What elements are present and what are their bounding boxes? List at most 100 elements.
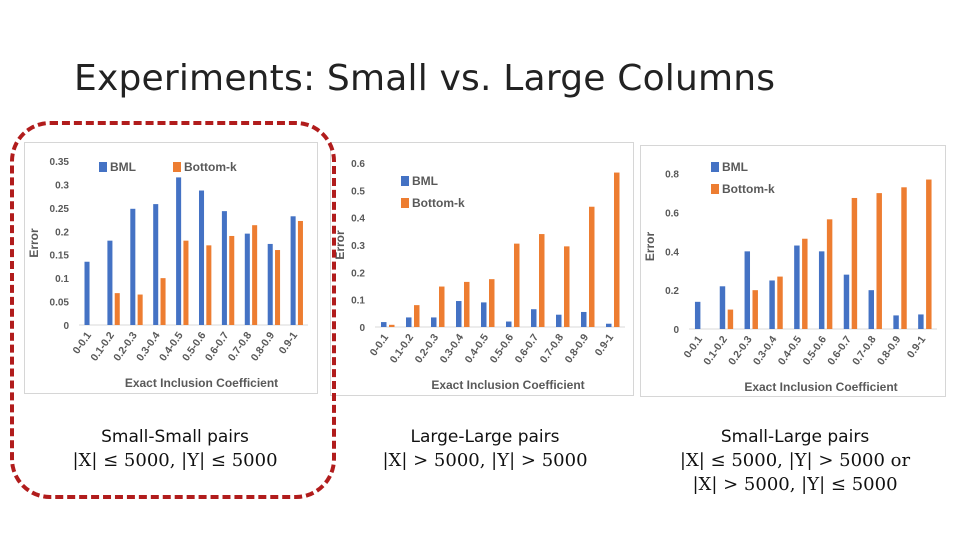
bar-bml-0.8-0.9: [893, 315, 899, 329]
bar-bml-0.3-0.4: [153, 204, 159, 325]
bar-bml-0.8-0.9: [267, 243, 273, 325]
y-tick-label: 0.35: [50, 157, 70, 168]
chart-panel-large-large: Error 0 0.1 0.2 0.3 0.4 0.5 0.6 0-0.1 0.1-0.2 0.2-…: [330, 142, 634, 396]
bar-bml-0.6-0.7: [843, 274, 850, 329]
bar-bml-0.2-0.3: [130, 208, 136, 325]
bar-bottomk-0.6-0.7: [229, 235, 235, 325]
bar-bottomk-0.9-1: [926, 179, 932, 329]
bar-bottomk-0.6-0.7: [851, 197, 858, 329]
bar-bottomk-0.5-0.6: [826, 219, 833, 329]
y-tick-label: 0.3: [55, 180, 69, 191]
y-tick-label: 0.2: [665, 286, 679, 297]
bar-bml-0.5-0.6: [198, 190, 205, 325]
legend-label: Bottom-k: [412, 196, 465, 210]
legend-swatch: [711, 162, 719, 172]
bar-bml-0.6-0.7: [531, 309, 537, 327]
x-tick-label: 0.8-0.9: [875, 334, 904, 368]
bar-bottomk-0.3-0.4: [464, 281, 470, 327]
bar-bml-0.1-0.2: [406, 317, 412, 327]
x-tick-label: 0.6-0.7: [825, 334, 854, 368]
y-axis-label: Error: [27, 228, 41, 258]
bar-bottomk-0.4-0.5: [489, 279, 495, 327]
legend-label: BML: [110, 160, 136, 174]
x-axis-label: Exact Inclusion Coefficient: [744, 380, 897, 394]
x-tick-label: 0-0.1: [368, 332, 392, 359]
bar-bml-0.2-0.3: [431, 317, 437, 327]
y-tick-label: 0: [63, 321, 69, 332]
bar-bml-0.7-0.8: [244, 233, 250, 325]
bar-bml-0.1-0.2: [107, 240, 113, 325]
x-axis-label: Exact Inclusion Coefficient: [125, 376, 278, 390]
bar-bottomk-0.7-0.8: [252, 225, 258, 325]
y-tick-label: 0.25: [50, 204, 70, 215]
y-tick-label: 0.6: [665, 209, 679, 220]
x-tick-label: 0.7-0.8: [850, 334, 879, 368]
bar-bottomk-0.1-0.2: [414, 305, 420, 327]
caption-title: Small-Large pairs: [720, 427, 870, 447]
bar-bottomk-0.3-0.4: [777, 276, 783, 329]
legend-swatch: [711, 184, 719, 194]
caption-large-large: Large-Large pairs |X| > 5000, |Y| > 5000: [340, 425, 630, 473]
x-tick-label: 0.2-0.3: [413, 332, 442, 366]
bar-bottomk-0.1-0.2: [114, 293, 120, 325]
chart-panel-small-small: Error 0 0.05 0.1 0.15 0.2 0.25 0.3 0.35 0-0.1 0.1-…: [24, 142, 318, 394]
bar-bml-0.5-0.6: [818, 251, 825, 329]
x-tick-label: 0.9-1: [593, 332, 617, 359]
caption-small-large: Small-Large pairs |X| ≤ 5000, |Y| > 5000…: [645, 425, 945, 497]
x-tick-label: 0.6-0.7: [513, 332, 542, 366]
caption-title: Large-Large pairs: [410, 427, 560, 447]
bar-bottomk-0.7-0.8: [876, 193, 882, 329]
bar-bml-0.9-1: [290, 216, 296, 325]
caption-formula: |X| ≤ 5000, |Y| > 5000 or: [679, 450, 911, 471]
bar-bottomk-0.9-1: [614, 172, 620, 327]
bar-bottomk-0.2-0.3: [752, 290, 758, 329]
bar-bml-0.4-0.5: [481, 302, 487, 327]
bar-bottomk-0.1-0.2: [727, 309, 734, 329]
bar-bml-0.6-0.7: [221, 211, 227, 325]
legend-label: BML: [722, 160, 748, 174]
bar-bml-0-0.1: [694, 301, 701, 329]
bar-bml-0.4-0.5: [794, 245, 800, 329]
bar-bottomk-0.5-0.6: [206, 245, 212, 325]
chart-small-small: Error00.050.10.150.20.250.30.350-0.10.1-…: [27, 157, 308, 390]
bar-bml-0.9-1: [606, 323, 612, 327]
bar-bottomk-0.8-0.9: [275, 250, 281, 325]
caption-formula: |X| > 5000, |Y| > 5000: [382, 450, 588, 471]
bar-bottomk-0.8-0.9: [589, 206, 595, 327]
y-tick-label: 0: [359, 323, 365, 334]
bar-bml-0-0.1: [84, 261, 90, 325]
bar-bottomk-0.2-0.3: [439, 286, 445, 327]
x-tick-label: 0.2-0.3: [726, 334, 755, 368]
bar-bottomk-0.4-0.5: [183, 240, 189, 325]
bar-bottomk-0.6-0.7: [539, 234, 545, 327]
bar-bottomk-0.8-0.9: [901, 187, 907, 329]
bar-bottomk-0.3-0.4: [160, 278, 166, 325]
chart-panel-small-large: Error 0 0.2 0.4 0.6 0.8 0-0.1 0.1-0.2 0.2-0.3 0.3…: [640, 145, 946, 397]
x-tick-label: 0.7-0.8: [538, 332, 567, 366]
bar-bml-0.8-0.9: [581, 311, 587, 327]
bar-bml-0.2-0.3: [744, 251, 751, 329]
caption-formula-alt: |X| > 5000, |Y| ≤ 5000: [692, 474, 898, 495]
y-tick-label: 0.3: [351, 241, 365, 252]
bar-bml-0.5-0.6: [506, 321, 512, 327]
bar-bml-0-0.1: [381, 322, 387, 327]
bar-bml-0.3-0.4: [769, 280, 775, 329]
x-tick-label: 0.5-0.6: [488, 332, 517, 366]
legend-swatch: [401, 176, 409, 186]
x-tick-label: 0.3-0.4: [751, 334, 780, 368]
y-tick-label: 0.4: [351, 214, 365, 225]
y-tick-label: 0.1: [351, 296, 365, 307]
legend-label: Bottom-k: [722, 182, 775, 196]
bar-bml-0.7-0.8: [556, 314, 562, 327]
x-tick-label: 0.3-0.4: [438, 332, 467, 366]
x-tick-label: 0.5-0.6: [801, 334, 830, 368]
y-tick-label: 0.5: [351, 186, 365, 197]
chart-small-large: Error 0 0.2 0.4 0.6 0.8 0-0.10.1-0.20.2-0.30.3…: [643, 160, 937, 394]
bar-bottomk-0.4-0.5: [802, 238, 808, 329]
legend-swatch: [401, 198, 409, 208]
y-tick-label: 0: [673, 325, 679, 336]
bar-bml-0.3-0.4: [456, 301, 462, 327]
y-tick-label: 0.4: [665, 247, 679, 258]
chart-large-large: Error 0 0.1 0.2 0.3 0.4 0.5 0.6 0-0.10.1-0.20.2-…: [333, 159, 625, 392]
y-axis-label: Error: [643, 231, 657, 261]
